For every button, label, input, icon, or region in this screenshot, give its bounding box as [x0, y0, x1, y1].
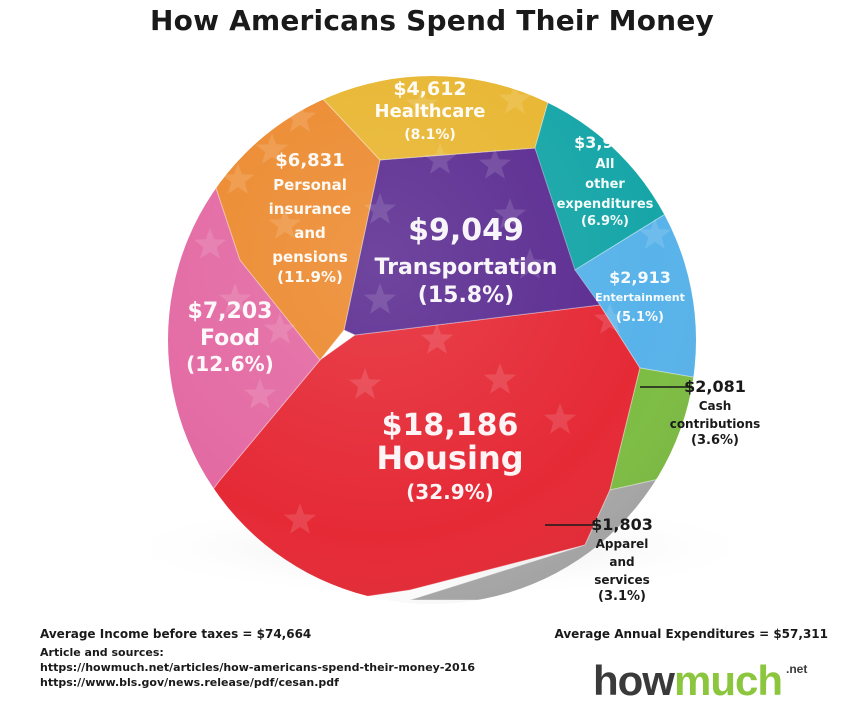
logo-tld: .net	[786, 662, 808, 676]
sources-label: Article and sources:	[40, 646, 164, 659]
label-personal-insurance-and-pensions-name: insurance	[269, 200, 352, 218]
source-link-1[interactable]: https://howmuch.net/articles/how-america…	[40, 661, 476, 674]
logo-much: much	[673, 657, 783, 704]
label-cash-contributions-name: Cash	[699, 399, 732, 413]
label-all-other-expenditures-name: expenditures	[557, 197, 654, 212]
label-personal-insurance-and-pensions-name: Personal	[273, 176, 347, 194]
label-all-other-expenditures-name: All	[596, 157, 615, 172]
footer-left: Average Income before taxes = $74,664 Ar…	[40, 627, 475, 690]
source-link-2[interactable]: https://www.bls.gov/news.release/pdf/ces…	[40, 676, 339, 689]
howmuch-logo[interactable]: howmuch .net	[593, 645, 808, 704]
label-all-other-expenditures-percent: (6.9%)	[581, 214, 629, 229]
average-expenditures: Average Annual Expenditures = $57,311	[554, 627, 828, 641]
label-personal-insurance-and-pensions-percent: (11.9%)	[277, 268, 343, 286]
label-apparel-and-services-name: services	[594, 573, 650, 587]
label-entertainment-amount: $2,913	[609, 268, 671, 287]
label-apparel-and-services-percent: (3.1%)	[598, 589, 646, 604]
label-personal-insurance-and-pensions-amount: $6,831	[275, 150, 344, 171]
label-healthcare-name: Healthcare	[375, 101, 486, 122]
label-personal-insurance-and-pensions-name: and	[294, 224, 326, 242]
label-apparel-and-services-name: Apparel	[596, 537, 649, 551]
label-food-percent: (12.6%)	[186, 352, 274, 376]
label-food-name: Food	[200, 326, 260, 351]
label-food-amount: $7,203	[188, 299, 273, 324]
label-transportation-name: Transportation	[375, 255, 558, 280]
label-cash-contributions-amount: $2,081	[684, 377, 746, 396]
label-transportation-percent: (15.8%)	[418, 283, 514, 308]
label-apparel-and-services-name: and	[609, 555, 634, 569]
label-all-other-expenditures-name: other	[585, 177, 625, 192]
label-housing-name: Housing	[376, 439, 523, 477]
label-entertainment-percent: (5.1%)	[616, 310, 664, 325]
label-healthcare-percent: (8.1%)	[404, 127, 456, 143]
sphere-shading	[168, 76, 696, 604]
label-housing-amount: $18,186	[382, 408, 519, 443]
label-cash-contributions-name: contributions	[670, 417, 761, 431]
leader-lines	[545, 386, 690, 526]
label-cash-contributions-percent: (3.6%)	[691, 433, 739, 448]
label-all-other-expenditures-amount: $3,933	[574, 133, 636, 152]
label-personal-insurance-and-pensions-name: pensions	[272, 248, 348, 266]
label-entertainment-name: Entertainment	[595, 291, 685, 304]
label-transportation-amount: $9,049	[408, 213, 524, 248]
label-healthcare-amount: $4,612	[393, 78, 466, 100]
logo-how: how	[593, 657, 675, 704]
average-income: Average Income before taxes = $74,664	[40, 627, 312, 641]
label-housing-percent: (32.9%)	[406, 480, 494, 504]
page-title: How Americans Spend Their Money	[150, 4, 714, 37]
label-apparel-and-services-amount: $1,803	[591, 515, 653, 534]
